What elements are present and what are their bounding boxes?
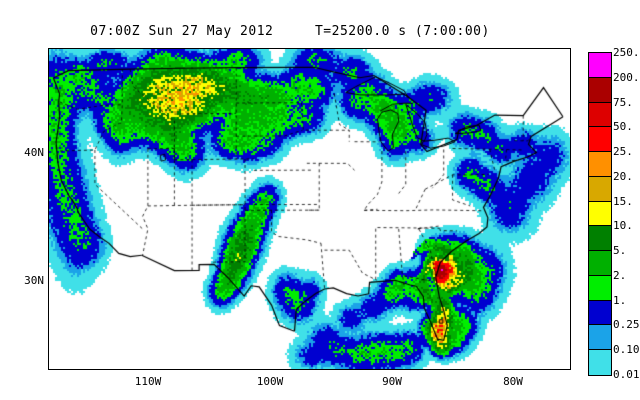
colorbar-band-1 [589,77,611,103]
colorbar [588,52,612,376]
colorbar-band-0 [589,53,611,78]
page-title: 07:00Z Sun 27 May 2012 T=25200.0 s (7:00… [90,24,490,39]
ytick-label-30n: 30N [24,274,44,287]
colorbar-band-12 [589,350,611,375]
xtick-label-100w: 100W [256,375,284,388]
colorbar-band-9 [589,275,611,301]
colorbar-label-5: 20. [613,169,633,183]
xtick-label-80w: 80W [503,375,523,388]
colorbar-label-11: 0.25 [613,318,640,332]
colorbar-label-1: 200. [613,70,640,84]
colorbar-label-6: 15. [613,194,633,208]
xtick-label-90w: 90W [382,375,402,388]
colorbar-label-9: 2. [613,268,627,282]
colorbar-band-11 [589,325,611,351]
precipitation-map-canvas [49,49,570,369]
colorbar-label-0: 250. [613,46,640,59]
colorbar-label-12: 0.10 [613,343,640,357]
colorbar-label-8: 5. [613,244,627,258]
colorbar-label-13: 0.01 [613,368,640,381]
map-plot-area[interactable] [48,48,571,370]
colorbar-band-8 [589,251,611,276]
colorbar-band-6 [589,201,611,227]
colorbar-band-2 [589,102,611,128]
colorbar-band-4 [589,152,611,177]
colorbar-band-3 [589,127,611,153]
colorbar-band-5 [589,176,611,202]
colorbar-label-2: 75. [613,95,633,109]
xtick-label-110w: 110W [134,375,162,388]
colorbar-label-7: 10. [613,219,633,233]
colorbar-label-3: 50. [613,120,633,134]
colorbar-band-7 [589,226,611,252]
colorbar-label-10: 1. [613,293,627,307]
ytick-label-40n: 40N [24,146,44,159]
colorbar-label-4: 25. [613,145,633,159]
colorbar-band-10 [589,300,611,326]
